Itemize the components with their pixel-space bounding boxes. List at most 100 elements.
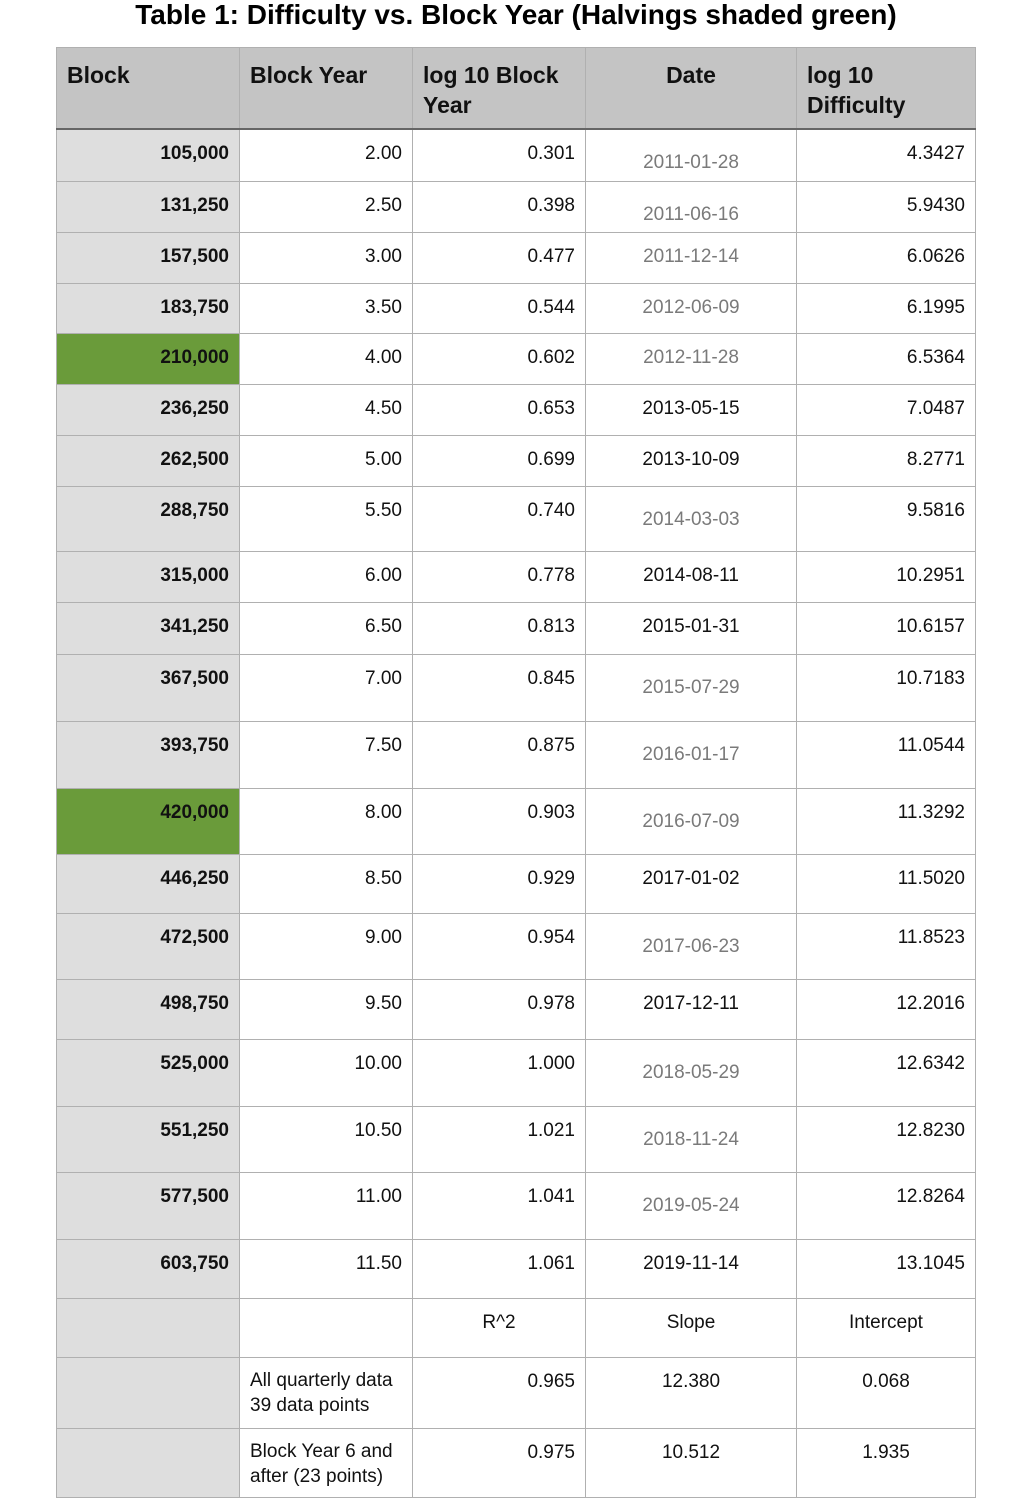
date-cell: 2014-08-11	[585, 550, 797, 603]
regression-row: All quarterly data 39 data points 0.965 12.…	[56, 1356, 976, 1429]
log-difficulty-cell: 12.2016	[796, 978, 976, 1040]
date-cell: 2018-11-24	[585, 1105, 797, 1173]
block-cell: 288,750	[56, 485, 240, 552]
empty-cell	[56, 1356, 240, 1429]
block-year-cell: 3.00	[239, 231, 413, 284]
date-cell: 2011-06-16	[585, 180, 797, 233]
log-difficulty-cell: 7.0487	[796, 383, 976, 436]
difficulty-table: Block Block Year log 10 Block Year Date …	[56, 47, 976, 1498]
table-row: 288,750 5.50 0.740 2014-03-03 9.5816	[56, 485, 976, 552]
regression-label-line: 39 data points	[250, 1394, 370, 1416]
date-cell: 2013-10-09	[585, 434, 797, 487]
intercept-cell: 1.935	[796, 1427, 976, 1498]
log-difficulty-cell: 10.2951	[796, 550, 976, 603]
block-year-cell: 4.50	[239, 383, 413, 436]
block-cell: 420,000	[56, 787, 240, 855]
log-block-year-cell: 0.903	[412, 787, 586, 855]
block-year-cell: 8.00	[239, 787, 413, 855]
date-cell: 2013-05-15	[585, 383, 797, 436]
block-year-cell: 5.00	[239, 434, 413, 487]
log-difficulty-cell: 10.7183	[796, 653, 976, 722]
block-year-cell: 7.50	[239, 720, 413, 789]
header-log-difficulty: log 10 Difficulty	[796, 47, 976, 130]
header-block-year: Block Year	[239, 47, 413, 130]
block-cell: 498,750	[56, 978, 240, 1040]
table-title: Table 1: Difficulty vs. Block Year (Halv…	[135, 0, 897, 30]
block-year-cell: 4.00	[239, 332, 413, 385]
slope-cell: 10.512	[585, 1427, 797, 1498]
date-cell: 2019-05-24	[585, 1171, 797, 1240]
log-difficulty-cell: 12.8230	[796, 1105, 976, 1173]
table-row: 472,500 9.00 0.954 2017-06-23 11.8523	[56, 912, 976, 980]
date-cell: 2012-11-28	[585, 332, 797, 385]
table-row: 210,000 4.00 0.602 2012-11-28 6.5364	[56, 332, 976, 385]
log-difficulty-cell: 12.8264	[796, 1171, 976, 1240]
table-row: 105,000 2.00 0.301 2011-01-28 4.3427	[56, 128, 976, 182]
date-cell: 2017-06-23	[585, 912, 797, 980]
block-year-cell: 2.00	[239, 128, 413, 182]
intercept-cell: 0.068	[796, 1356, 976, 1429]
date-cell: 2014-03-03	[585, 485, 797, 552]
block-year-cell: 7.00	[239, 653, 413, 722]
block-cell: 525,000	[56, 1038, 240, 1107]
log-block-year-cell: 1.021	[412, 1105, 586, 1173]
log-difficulty-cell: 6.1995	[796, 282, 976, 334]
log-difficulty-cell: 8.2771	[796, 434, 976, 487]
table-row: 525,000 10.00 1.000 2018-05-29 12.6342	[56, 1038, 976, 1107]
log-difficulty-cell: 4.3427	[796, 128, 976, 182]
regression-header-intercept: Intercept	[796, 1297, 976, 1358]
log-difficulty-cell: 11.8523	[796, 912, 976, 980]
block-year-cell: 10.00	[239, 1038, 413, 1107]
table-row: 603,750 11.50 1.061 2019-11-14 13.1045	[56, 1238, 976, 1299]
table-row: 315,000 6.00 0.778 2014-08-11 10.2951	[56, 550, 976, 603]
log-block-year-cell: 0.477	[412, 231, 586, 284]
header-log-block-year: log 10 Block Year	[412, 47, 586, 130]
block-cell: 472,500	[56, 912, 240, 980]
block-year-cell: 2.50	[239, 180, 413, 233]
block-cell: 577,500	[56, 1171, 240, 1240]
date-cell: 2017-12-11	[585, 978, 797, 1040]
log-block-year-cell: 1.000	[412, 1038, 586, 1107]
date-cell: 2018-05-29	[585, 1038, 797, 1107]
log-difficulty-cell: 13.1045	[796, 1238, 976, 1299]
table-row: 131,250 2.50 0.398 2011-06-16 5.9430	[56, 180, 976, 233]
table-row: 498,750 9.50 0.978 2017-12-11 12.2016	[56, 978, 976, 1040]
table-row: 341,250 6.50 0.813 2015-01-31 10.6157	[56, 601, 976, 655]
date-cell: 2019-11-14	[585, 1238, 797, 1299]
table-row: 157,500 3.00 0.477 2011-12-14 6.0626	[56, 231, 976, 284]
header-block: Block	[56, 47, 240, 130]
log-difficulty-cell: 10.6157	[796, 601, 976, 655]
block-cell: 183,750	[56, 282, 240, 334]
log-block-year-cell: 0.845	[412, 653, 586, 722]
header-date: Date	[585, 47, 797, 130]
slope-cell: 12.380	[585, 1356, 797, 1429]
log-difficulty-cell: 6.5364	[796, 332, 976, 385]
log-block-year-cell: 0.778	[412, 550, 586, 603]
log-block-year-cell: 0.929	[412, 853, 586, 914]
table-row: 262,500 5.00 0.699 2013-10-09 8.2771	[56, 434, 976, 487]
log-block-year-cell: 0.875	[412, 720, 586, 789]
date-cell: 2016-01-17	[585, 720, 797, 789]
block-cell: 105,000	[56, 128, 240, 182]
block-year-cell: 5.50	[239, 485, 413, 552]
block-cell: 393,750	[56, 720, 240, 789]
log-block-year-cell: 1.061	[412, 1238, 586, 1299]
block-year-cell: 9.50	[239, 978, 413, 1040]
block-cell: 551,250	[56, 1105, 240, 1173]
date-cell: 2011-01-28	[585, 128, 797, 182]
regression-label-line: All quarterly data	[250, 1369, 393, 1391]
regression-header-r2: R^2	[412, 1297, 586, 1358]
block-year-cell: 11.00	[239, 1171, 413, 1240]
log-difficulty-cell: 12.6342	[796, 1038, 976, 1107]
log-block-year-cell: 0.699	[412, 434, 586, 487]
table-row: 420,000 8.00 0.903 2016-07-09 11.3292	[56, 787, 976, 855]
r2-cell: 0.965	[412, 1356, 586, 1429]
empty-cell	[56, 1297, 240, 1358]
log-block-year-cell: 0.544	[412, 282, 586, 334]
log-block-year-cell: 0.398	[412, 180, 586, 233]
empty-cell	[239, 1297, 413, 1358]
regression-label: Block Year 6 and after (23 points)	[239, 1427, 413, 1498]
block-cell: 262,500	[56, 434, 240, 487]
regression-header-slope: Slope	[585, 1297, 797, 1358]
table-row: 551,250 10.50 1.021 2018-11-24 12.8230	[56, 1105, 976, 1173]
